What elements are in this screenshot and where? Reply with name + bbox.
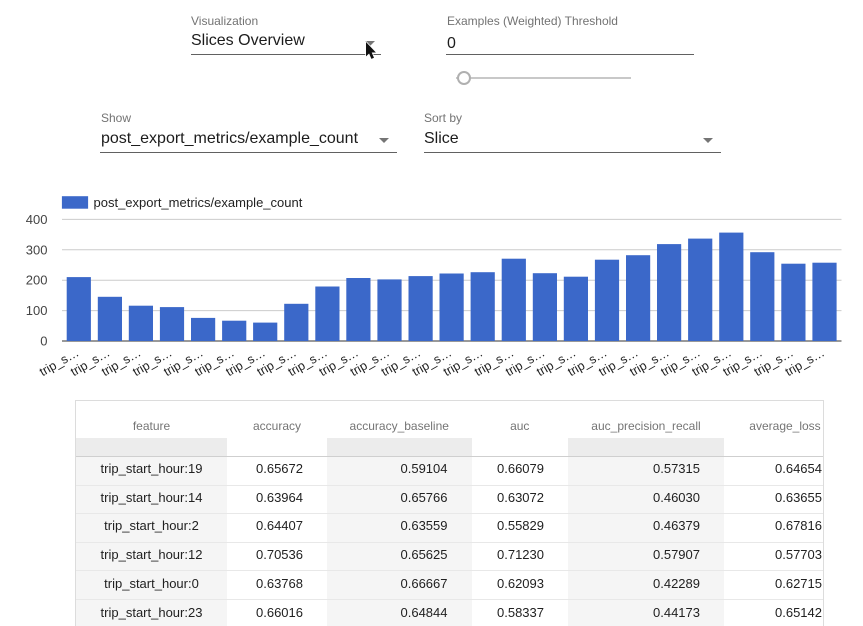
svg-text:400: 400 [26, 212, 48, 227]
svg-text:post_export_metrics/example_co: post_export_metrics/example_count [94, 195, 303, 210]
svg-text:0: 0 [40, 334, 47, 349]
svg-text:200: 200 [26, 273, 48, 288]
svg-text:300: 300 [26, 242, 48, 257]
svg-text:100: 100 [26, 303, 48, 318]
